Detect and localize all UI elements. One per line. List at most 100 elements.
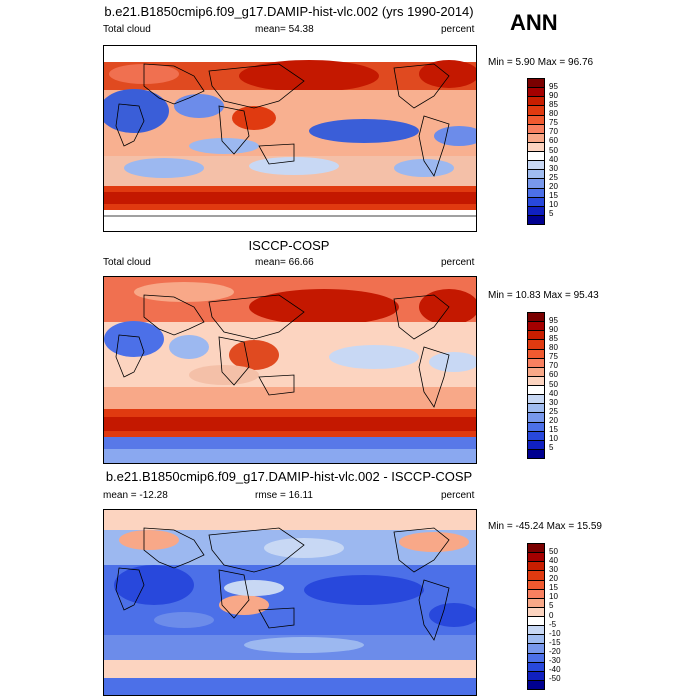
colorbar-tick-label: 15 [549,583,558,593]
colorbar-swatch [528,404,544,414]
panel1-title: b.e21.B1850cmip6.f09_g17.DAMIP-hist-vlc.… [104,4,474,19]
colorbar-swatch [528,680,544,689]
colorbar-swatch [528,133,544,143]
colorbar-swatch [528,215,544,224]
colorbar-tick-label: 5 [549,601,554,611]
colorbar-swatch [528,422,544,432]
colorbar-swatch [528,607,544,617]
panel3-mean-label: mean = -12.28 [103,490,168,501]
colorbar-tick-label: 50 [549,547,558,557]
colorbar-tick-label: 85 [549,100,558,110]
colorbar-tick-label: 95 [549,82,558,92]
colorbar-swatch [528,88,544,98]
colorbar-swatch [528,431,544,441]
panel2-variable-label: Total cloud [103,257,151,268]
colorbar-tick-label: 15 [549,190,558,200]
colorbar-tick-label: -30 [549,655,561,665]
colorbar-tick-label: 10 [549,592,558,602]
colorbar-swatch [528,367,544,377]
colorbar-tick-label: 5 [549,208,554,218]
colorbar-swatch [528,395,544,405]
colorbar-swatch [528,544,544,554]
colorbar-swatch [528,142,544,152]
colorbar-tick-label: 75 [549,118,558,128]
colorbar-tick-label: -15 [549,637,561,647]
colorbar-tick-label: 5 [549,442,554,452]
colorbar-swatch [528,97,544,107]
panel1-mean-label: mean= 54.38 [255,24,314,35]
panel2-units-label: percent [441,257,475,268]
colorbar-tick-label: -20 [549,646,561,656]
colorbar-tick-label: 60 [549,136,558,146]
panel3-map [103,509,477,696]
colorbar-tick-label: 90 [549,325,558,335]
colorbar-tick-label: 70 [549,361,558,371]
colorbar-tick-label: -5 [549,619,557,629]
panel3-units-label: percent [441,490,475,501]
colorbar-tick-label: 30 [549,397,558,407]
panel2-colorbar [527,312,545,459]
colorbar-swatch [528,179,544,189]
colorbar-tick-label: 60 [549,370,558,380]
colorbar-tick-label: 50 [549,145,558,155]
colorbar-swatch [528,635,544,645]
colorbar-tick-label: 75 [549,352,558,362]
colorbar-swatch [528,313,544,323]
colorbar-tick-label: 20 [549,574,558,584]
panel3-rmse-label: rmse = 16.11 [255,490,313,501]
colorbar-swatch [528,589,544,599]
colorbar-swatch [528,653,544,663]
colorbar-swatch [528,124,544,134]
colorbar-tick-label: 95 [549,316,558,326]
panel2-map [103,276,477,464]
colorbar-swatch [528,115,544,125]
colorbar-swatch [528,106,544,116]
panel3-colorbar [527,543,545,690]
colorbar-swatch [528,617,544,627]
panel3-minmax: Min = -45.24 Max = 15.59 [488,521,602,532]
colorbar-swatch [528,340,544,350]
colorbar-tick-label: 20 [549,181,558,191]
colorbar-tick-label: 80 [549,343,558,353]
colorbar-tick-label: 85 [549,334,558,344]
colorbar-tick-label: -10 [549,628,561,638]
season-label: ANN [510,10,558,35]
colorbar-tick-label: 30 [549,163,558,173]
panel1-units-label: percent [441,24,475,35]
panel2-mean-label: mean= 66.66 [255,257,314,268]
colorbar-tick-label: 70 [549,127,558,137]
panel1-variable-label: Total cloud [103,24,151,35]
colorbar-tick-label: 40 [549,556,558,566]
colorbar-tick-label: 10 [549,433,558,443]
colorbar-swatch [528,440,544,450]
colorbar-swatch [528,358,544,368]
colorbar-tick-label: 0 [549,610,554,620]
colorbar-swatch [528,79,544,89]
panel1-colorbar [527,78,545,225]
panel1-map [103,45,477,232]
colorbar-tick-label: 50 [549,379,558,389]
panel2-title: ISCCP-COSP [248,238,330,253]
colorbar-swatch [528,571,544,581]
colorbar-tick-label: 80 [549,109,558,119]
colorbar-tick-label: -40 [549,664,561,674]
colorbar-swatch [528,644,544,654]
colorbar-tick-label: 40 [549,154,558,164]
colorbar-swatch [528,197,544,207]
colorbar-swatch [528,206,544,216]
colorbar-tick-label: 40 [549,388,558,398]
panel3-title: b.e21.B1850cmip6.f09_g17.DAMIP-hist-vlc.… [105,469,473,484]
colorbar-swatch [528,626,544,636]
colorbar-swatch [528,349,544,359]
colorbar-swatch [528,161,544,171]
panel1-minmax: Min = 5.90 Max = 96.76 [488,57,594,68]
colorbar-swatch [528,449,544,458]
colorbar-tick-label: 15 [549,424,558,434]
colorbar-swatch [528,671,544,681]
colorbar-swatch [528,376,544,386]
colorbar-tick-label: 20 [549,415,558,425]
colorbar-swatch [528,152,544,162]
colorbar-swatch [528,413,544,423]
colorbar-swatch [528,598,544,608]
colorbar-swatch [528,562,544,572]
